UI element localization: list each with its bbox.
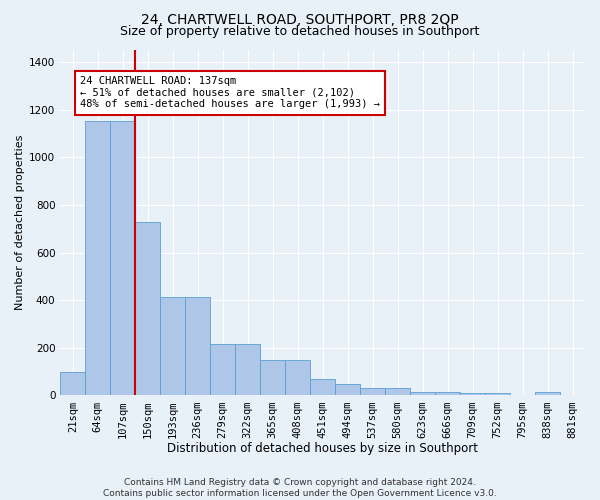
Bar bbox=[435, 392, 460, 396]
Text: 24, CHARTWELL ROAD, SOUTHPORT, PR8 2QP: 24, CHARTWELL ROAD, SOUTHPORT, PR8 2QP bbox=[141, 12, 459, 26]
Bar bbox=[385, 388, 410, 396]
Bar bbox=[210, 344, 235, 396]
Bar bbox=[335, 384, 360, 396]
Bar bbox=[410, 392, 435, 396]
Bar bbox=[135, 222, 160, 396]
Text: Size of property relative to detached houses in Southport: Size of property relative to detached ho… bbox=[121, 25, 479, 38]
Bar bbox=[235, 344, 260, 396]
Y-axis label: Number of detached properties: Number of detached properties bbox=[15, 135, 25, 310]
Bar bbox=[310, 379, 335, 396]
X-axis label: Distribution of detached houses by size in Southport: Distribution of detached houses by size … bbox=[167, 442, 478, 455]
Bar bbox=[110, 122, 135, 396]
Text: Contains HM Land Registry data © Crown copyright and database right 2024.
Contai: Contains HM Land Registry data © Crown c… bbox=[103, 478, 497, 498]
Bar bbox=[160, 296, 185, 396]
Bar bbox=[460, 393, 485, 396]
Bar bbox=[285, 360, 310, 396]
Text: 24 CHARTWELL ROAD: 137sqm
← 51% of detached houses are smaller (2,102)
48% of se: 24 CHARTWELL ROAD: 137sqm ← 51% of detac… bbox=[80, 76, 380, 110]
Bar bbox=[485, 393, 510, 396]
Bar bbox=[260, 360, 285, 396]
Bar bbox=[360, 388, 385, 396]
Bar bbox=[185, 296, 210, 396]
Bar bbox=[535, 392, 560, 396]
Bar bbox=[85, 122, 110, 396]
Bar bbox=[60, 372, 85, 396]
